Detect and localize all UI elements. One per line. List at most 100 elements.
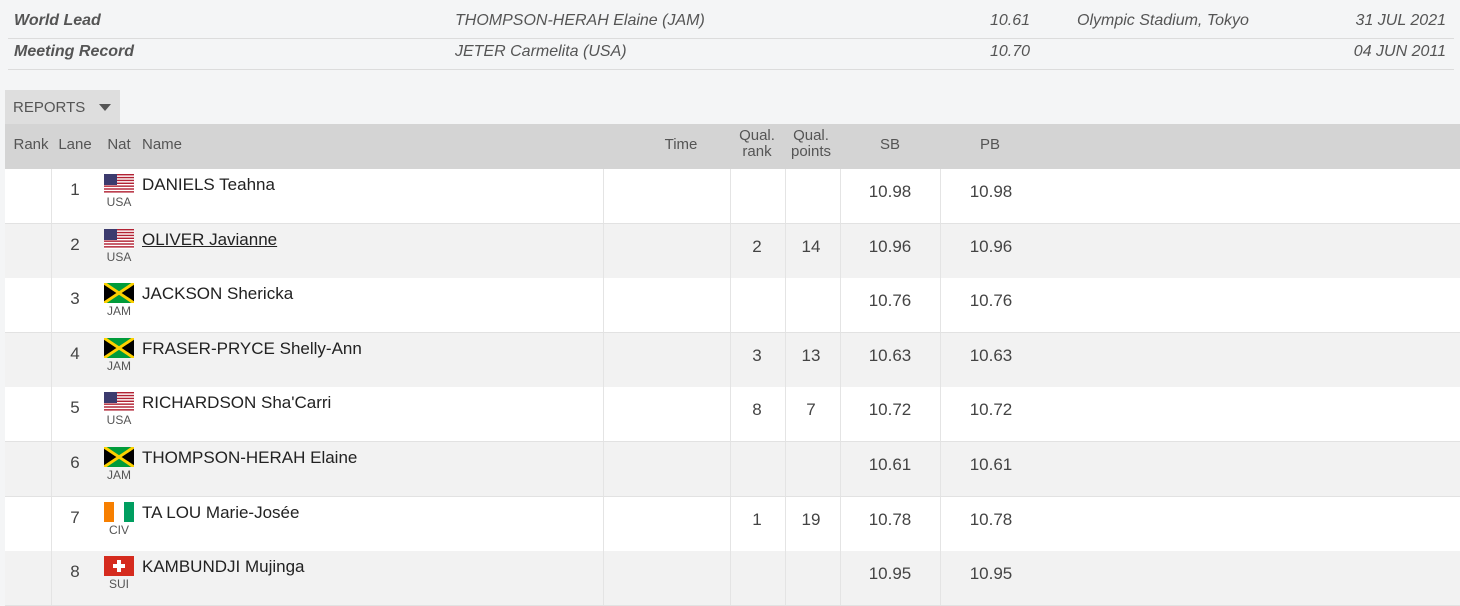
cell-divider xyxy=(940,496,941,551)
cell-divider xyxy=(785,332,786,387)
cell-divider xyxy=(940,442,941,496)
athlete-name[interactable]: JACKSON Shericka xyxy=(142,284,294,304)
season-best: 10.76 xyxy=(868,291,912,311)
flag xyxy=(104,283,134,304)
record-label: Meeting Record xyxy=(14,43,135,60)
cell-divider xyxy=(840,551,841,606)
lane: 1 xyxy=(70,180,80,199)
cell-divider xyxy=(940,169,941,223)
personal-best: 10.76 xyxy=(969,291,1013,311)
table-row: 4 JAM FRASER-PRYCE Shelly-Ann 3 13 10.63 10.63 xyxy=(5,332,1460,388)
lane: 3 xyxy=(70,289,80,309)
flag xyxy=(104,447,134,467)
cell-divider xyxy=(603,442,604,496)
qual-rank: 1 xyxy=(752,509,762,529)
season-best: 10.72 xyxy=(868,400,912,420)
cell-divider xyxy=(840,332,841,387)
lane: 4 xyxy=(70,343,80,363)
lane: 8 xyxy=(70,562,80,582)
cell-divider xyxy=(730,496,731,551)
reports-label[interactable]: REPORTS xyxy=(13,99,86,116)
table-row: 6 JAM THOMPSON-HERAH Elaine 10.61 10.61 xyxy=(5,442,1460,497)
cell-divider xyxy=(730,387,731,442)
season-best: 10.63 xyxy=(868,345,912,365)
athlete-name[interactable]: THOMPSON-HERAH Elaine xyxy=(142,448,358,467)
flag xyxy=(104,174,134,194)
table-row: 5 USA RICHARDSON Sha'Carri 8 7 10.72 10.72 xyxy=(5,387,1460,443)
record-mark: 10.70 xyxy=(989,43,1030,60)
column-header: Qual. points xyxy=(790,127,832,160)
cell-divider xyxy=(940,223,941,278)
athlete-name[interactable]: FRASER-PRYCE Shelly-Ann xyxy=(142,338,362,358)
table-row: 7 CIV TA LOU Marie-Josée 1 19 10.78 10.78 xyxy=(5,496,1460,552)
athlete-name[interactable]: OLIVER Javianne xyxy=(142,229,278,249)
record-label: World Lead xyxy=(14,12,101,29)
flag xyxy=(104,392,134,413)
cell-divider xyxy=(51,387,52,442)
cell-divider xyxy=(603,387,604,442)
cell-divider xyxy=(940,278,941,333)
athlete-name[interactable]: KAMBUNDJI Mujinga xyxy=(142,557,305,577)
cell-divider xyxy=(785,278,786,333)
flag xyxy=(104,556,134,577)
column-header: Rank xyxy=(13,136,49,153)
column-header: Qual. rank xyxy=(739,127,775,160)
cell-divider xyxy=(51,551,52,606)
column-header: Time xyxy=(664,136,698,153)
cell-divider xyxy=(785,223,786,278)
qual-rank: 2 xyxy=(752,236,762,256)
cell-divider xyxy=(785,496,786,551)
cell-divider xyxy=(51,442,52,496)
record-athlete: JETER Carmelita (USA) xyxy=(455,43,627,60)
cell-divider xyxy=(603,332,604,387)
athlete-name[interactable]: RICHARDSON Sha'Carri xyxy=(142,393,332,413)
table-row: 1 USA DANIELS Teahna 10.98 10.98 xyxy=(5,169,1460,224)
reports-tab[interactable]: REPORTS xyxy=(5,90,120,124)
nat-code: JAM xyxy=(107,358,131,373)
lane: 5 xyxy=(70,398,80,418)
record-athlete: THOMPSON-HERAH Elaine (JAM) xyxy=(455,12,705,29)
nat-code: JAM xyxy=(107,304,131,319)
cell-divider xyxy=(51,223,52,278)
qual-points: 14 xyxy=(801,236,821,256)
cell-divider xyxy=(730,551,731,606)
personal-best: 10.78 xyxy=(969,509,1013,529)
table-row: 2 USA OLIVER Javianne 2 14 10.96 10.96 xyxy=(5,223,1460,279)
cell-divider xyxy=(785,169,786,223)
separator xyxy=(8,69,1454,70)
flag xyxy=(104,337,134,358)
flag xyxy=(104,501,134,522)
cell-divider xyxy=(940,551,941,606)
cell-divider xyxy=(603,551,604,606)
cell-divider xyxy=(51,496,52,551)
qual-points: 19 xyxy=(801,509,821,529)
season-best: 10.95 xyxy=(868,564,912,584)
season-best: 10.96 xyxy=(868,236,912,256)
flag xyxy=(104,228,134,249)
athlete-name[interactable]: TA LOU Marie-Josée xyxy=(142,502,300,522)
nat-code: CIV xyxy=(108,522,129,537)
cell-divider xyxy=(840,223,841,278)
cell-divider xyxy=(51,278,52,333)
personal-best: 10.96 xyxy=(969,236,1013,256)
cell-divider xyxy=(603,223,604,278)
column-header: PB xyxy=(979,136,1000,153)
lane: 7 xyxy=(70,507,80,527)
qual-points: 7 xyxy=(806,400,816,420)
record-mark: 10.61 xyxy=(989,12,1030,29)
personal-best: 10.61 xyxy=(969,455,1013,474)
nat-code: USA xyxy=(106,195,132,209)
personal-best: 10.95 xyxy=(969,564,1013,584)
personal-best: 10.63 xyxy=(969,345,1013,365)
cell-divider xyxy=(840,442,841,496)
column-header: Nat xyxy=(107,136,131,153)
cell-divider xyxy=(603,496,604,551)
cell-divider xyxy=(785,551,786,606)
athlete-name[interactable]: DANIELS Teahna xyxy=(142,175,275,194)
cell-divider xyxy=(51,169,52,223)
season-best: 10.61 xyxy=(868,455,912,474)
record-venue: Olympic Stadium, Tokyo xyxy=(1077,12,1249,29)
qual-rank: 8 xyxy=(752,400,762,420)
personal-best: 10.72 xyxy=(969,400,1013,420)
cell-divider xyxy=(840,278,841,333)
